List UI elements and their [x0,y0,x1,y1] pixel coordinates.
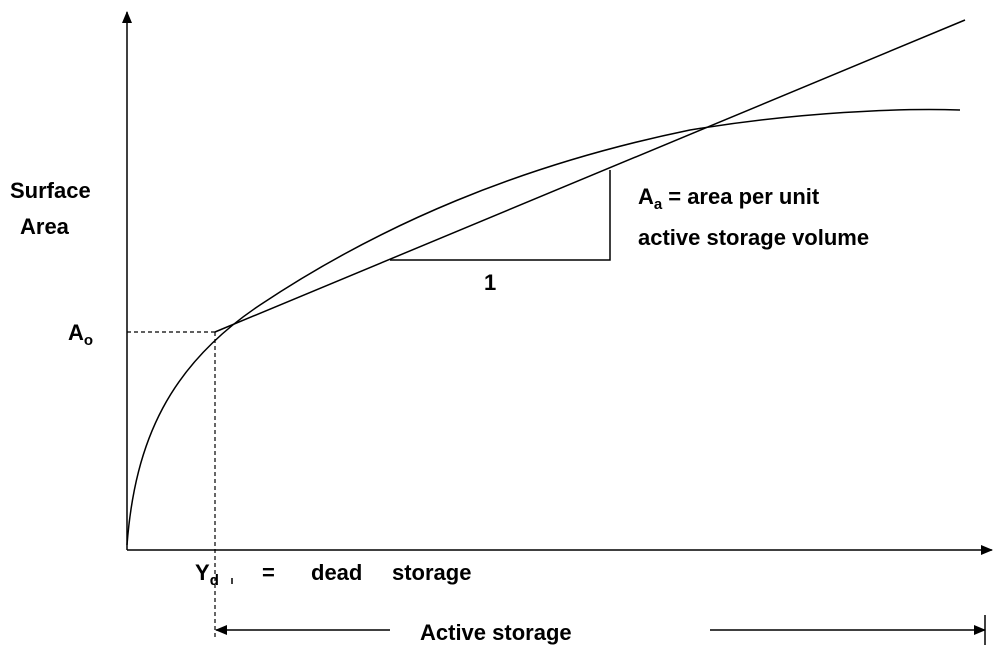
slope-note: Aa = area per unit [638,184,820,213]
slope-note: active storage volume [638,225,869,250]
initial-area-label: Ao [68,320,93,349]
axis-label: Area [20,214,70,239]
active-storage-label: Active storage [420,620,572,645]
linear-approximation [214,19,966,333]
subscript: o [84,332,93,349]
slope-triangle [390,170,611,261]
subscript: d [210,572,219,589]
dead-storage-text: storage [392,560,471,585]
area-curve [126,108,961,546]
symbol: Y [195,560,210,585]
dead-storage-label: Yd [195,560,219,589]
equals: = [262,560,275,585]
subscript: a [654,196,663,213]
axis-label: Surface [10,178,91,203]
dead-storage-text: dead [311,560,362,585]
slope-run: 1 [484,270,496,295]
symbol: A [68,320,84,345]
note-line: = area per unit [668,184,820,209]
symbol: A [638,184,654,209]
